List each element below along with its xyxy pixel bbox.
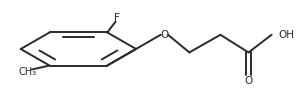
Text: O: O — [244, 76, 253, 86]
Text: F: F — [114, 13, 120, 23]
Text: CH₃: CH₃ — [18, 67, 36, 77]
Text: O: O — [160, 30, 168, 40]
Text: OH: OH — [278, 30, 294, 40]
